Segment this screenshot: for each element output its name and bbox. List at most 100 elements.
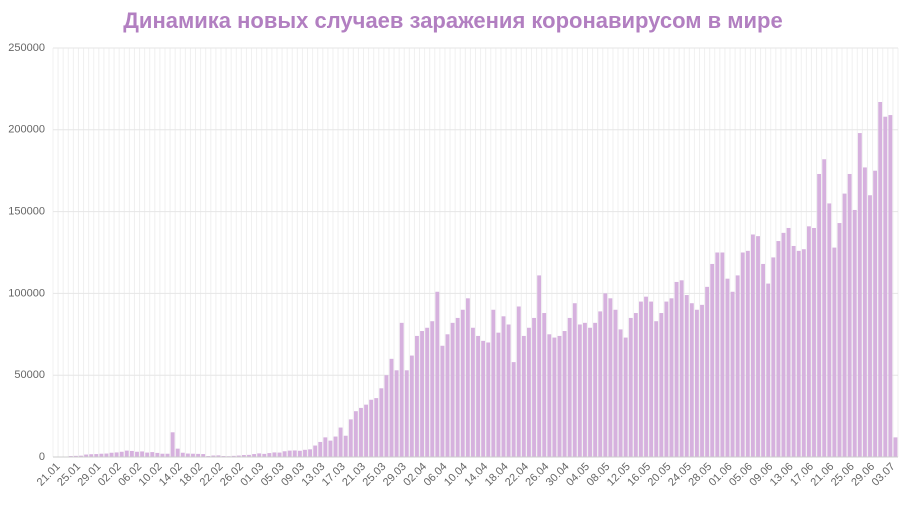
- bar: [868, 195, 872, 458]
- bar: [827, 203, 832, 457]
- bar: [338, 427, 343, 457]
- bar: [532, 317, 536, 457]
- bar: [323, 437, 328, 457]
- bar: [496, 332, 501, 457]
- bar: [761, 263, 766, 457]
- bar: [415, 335, 419, 457]
- y-tick-label: 100000: [8, 287, 45, 299]
- bar: [435, 291, 440, 457]
- bar: [262, 453, 267, 457]
- bar: [715, 252, 720, 457]
- bar: [791, 245, 796, 457]
- bar: [786, 227, 791, 457]
- bar: [684, 295, 689, 457]
- bar: [694, 309, 699, 457]
- bar: [185, 453, 190, 457]
- bar: [140, 451, 145, 457]
- bar: [196, 453, 201, 457]
- bar: [649, 301, 654, 457]
- bar: [420, 331, 424, 457]
- y-tick-label: 250000: [8, 42, 45, 54]
- bar: [801, 249, 806, 457]
- bar: [277, 452, 282, 457]
- y-tick-label: 200000: [8, 124, 45, 136]
- bar: [822, 159, 827, 458]
- bar: [878, 101, 883, 457]
- bar: [109, 452, 114, 457]
- bar: [94, 454, 99, 457]
- bar: [812, 227, 816, 457]
- bar: [297, 450, 302, 457]
- bar: [287, 450, 292, 457]
- bar: [191, 453, 195, 457]
- bar: [588, 327, 592, 457]
- bar: [124, 450, 129, 457]
- y-tick-label: 50000: [14, 369, 45, 381]
- bar: [79, 455, 83, 457]
- bar: [216, 455, 221, 457]
- bar: [735, 275, 740, 457]
- bar: [180, 452, 185, 457]
- bar: [374, 398, 379, 457]
- bar: [547, 334, 552, 457]
- bar: [450, 322, 455, 457]
- bar: [852, 209, 857, 457]
- bar: [700, 304, 704, 457]
- bar: [119, 451, 124, 457]
- bar: [486, 342, 491, 457]
- bar: [384, 375, 389, 457]
- bar: [628, 317, 633, 457]
- bar: [353, 411, 358, 457]
- y-tick-label: 0: [39, 451, 45, 463]
- bar: [425, 327, 430, 457]
- bar: [165, 453, 170, 457]
- bar: [135, 451, 139, 457]
- bar: [740, 252, 745, 457]
- bar: [318, 441, 323, 457]
- bar: [837, 223, 842, 457]
- bar: [292, 450, 297, 457]
- bar: [552, 337, 557, 457]
- bar: [348, 419, 353, 457]
- bar: [460, 309, 465, 457]
- bar: [679, 280, 684, 457]
- bar: [857, 133, 862, 457]
- bar: [201, 454, 206, 457]
- bar: [598, 311, 603, 457]
- bar: [114, 452, 119, 457]
- bar: [73, 455, 78, 457]
- bar: [257, 453, 262, 457]
- bar: [247, 454, 251, 457]
- bar: [359, 407, 363, 457]
- bar: [893, 437, 898, 457]
- bar: [562, 331, 567, 457]
- bar: [328, 440, 333, 457]
- bar: [465, 298, 470, 457]
- bar: [659, 313, 664, 457]
- bar: [155, 452, 160, 457]
- bar: [593, 322, 598, 457]
- bar: [501, 316, 506, 457]
- bar: [303, 449, 307, 457]
- bar: [521, 335, 526, 457]
- bar: [613, 309, 618, 457]
- bar: [369, 399, 374, 457]
- bar: [557, 335, 562, 457]
- bar: [862, 167, 867, 458]
- bar: [766, 283, 771, 457]
- bar: [175, 448, 180, 457]
- bar: [511, 362, 516, 457]
- bar: [537, 275, 542, 457]
- bar: [888, 115, 893, 458]
- bar: [231, 455, 236, 457]
- bar: [756, 236, 760, 457]
- bar: [430, 321, 435, 457]
- bar: [639, 301, 643, 457]
- bar: [308, 449, 312, 457]
- bar: [776, 241, 781, 457]
- bar: [583, 322, 587, 457]
- bar: [481, 340, 486, 457]
- bar: [455, 317, 460, 457]
- bar: [674, 281, 679, 457]
- bar: [644, 296, 648, 457]
